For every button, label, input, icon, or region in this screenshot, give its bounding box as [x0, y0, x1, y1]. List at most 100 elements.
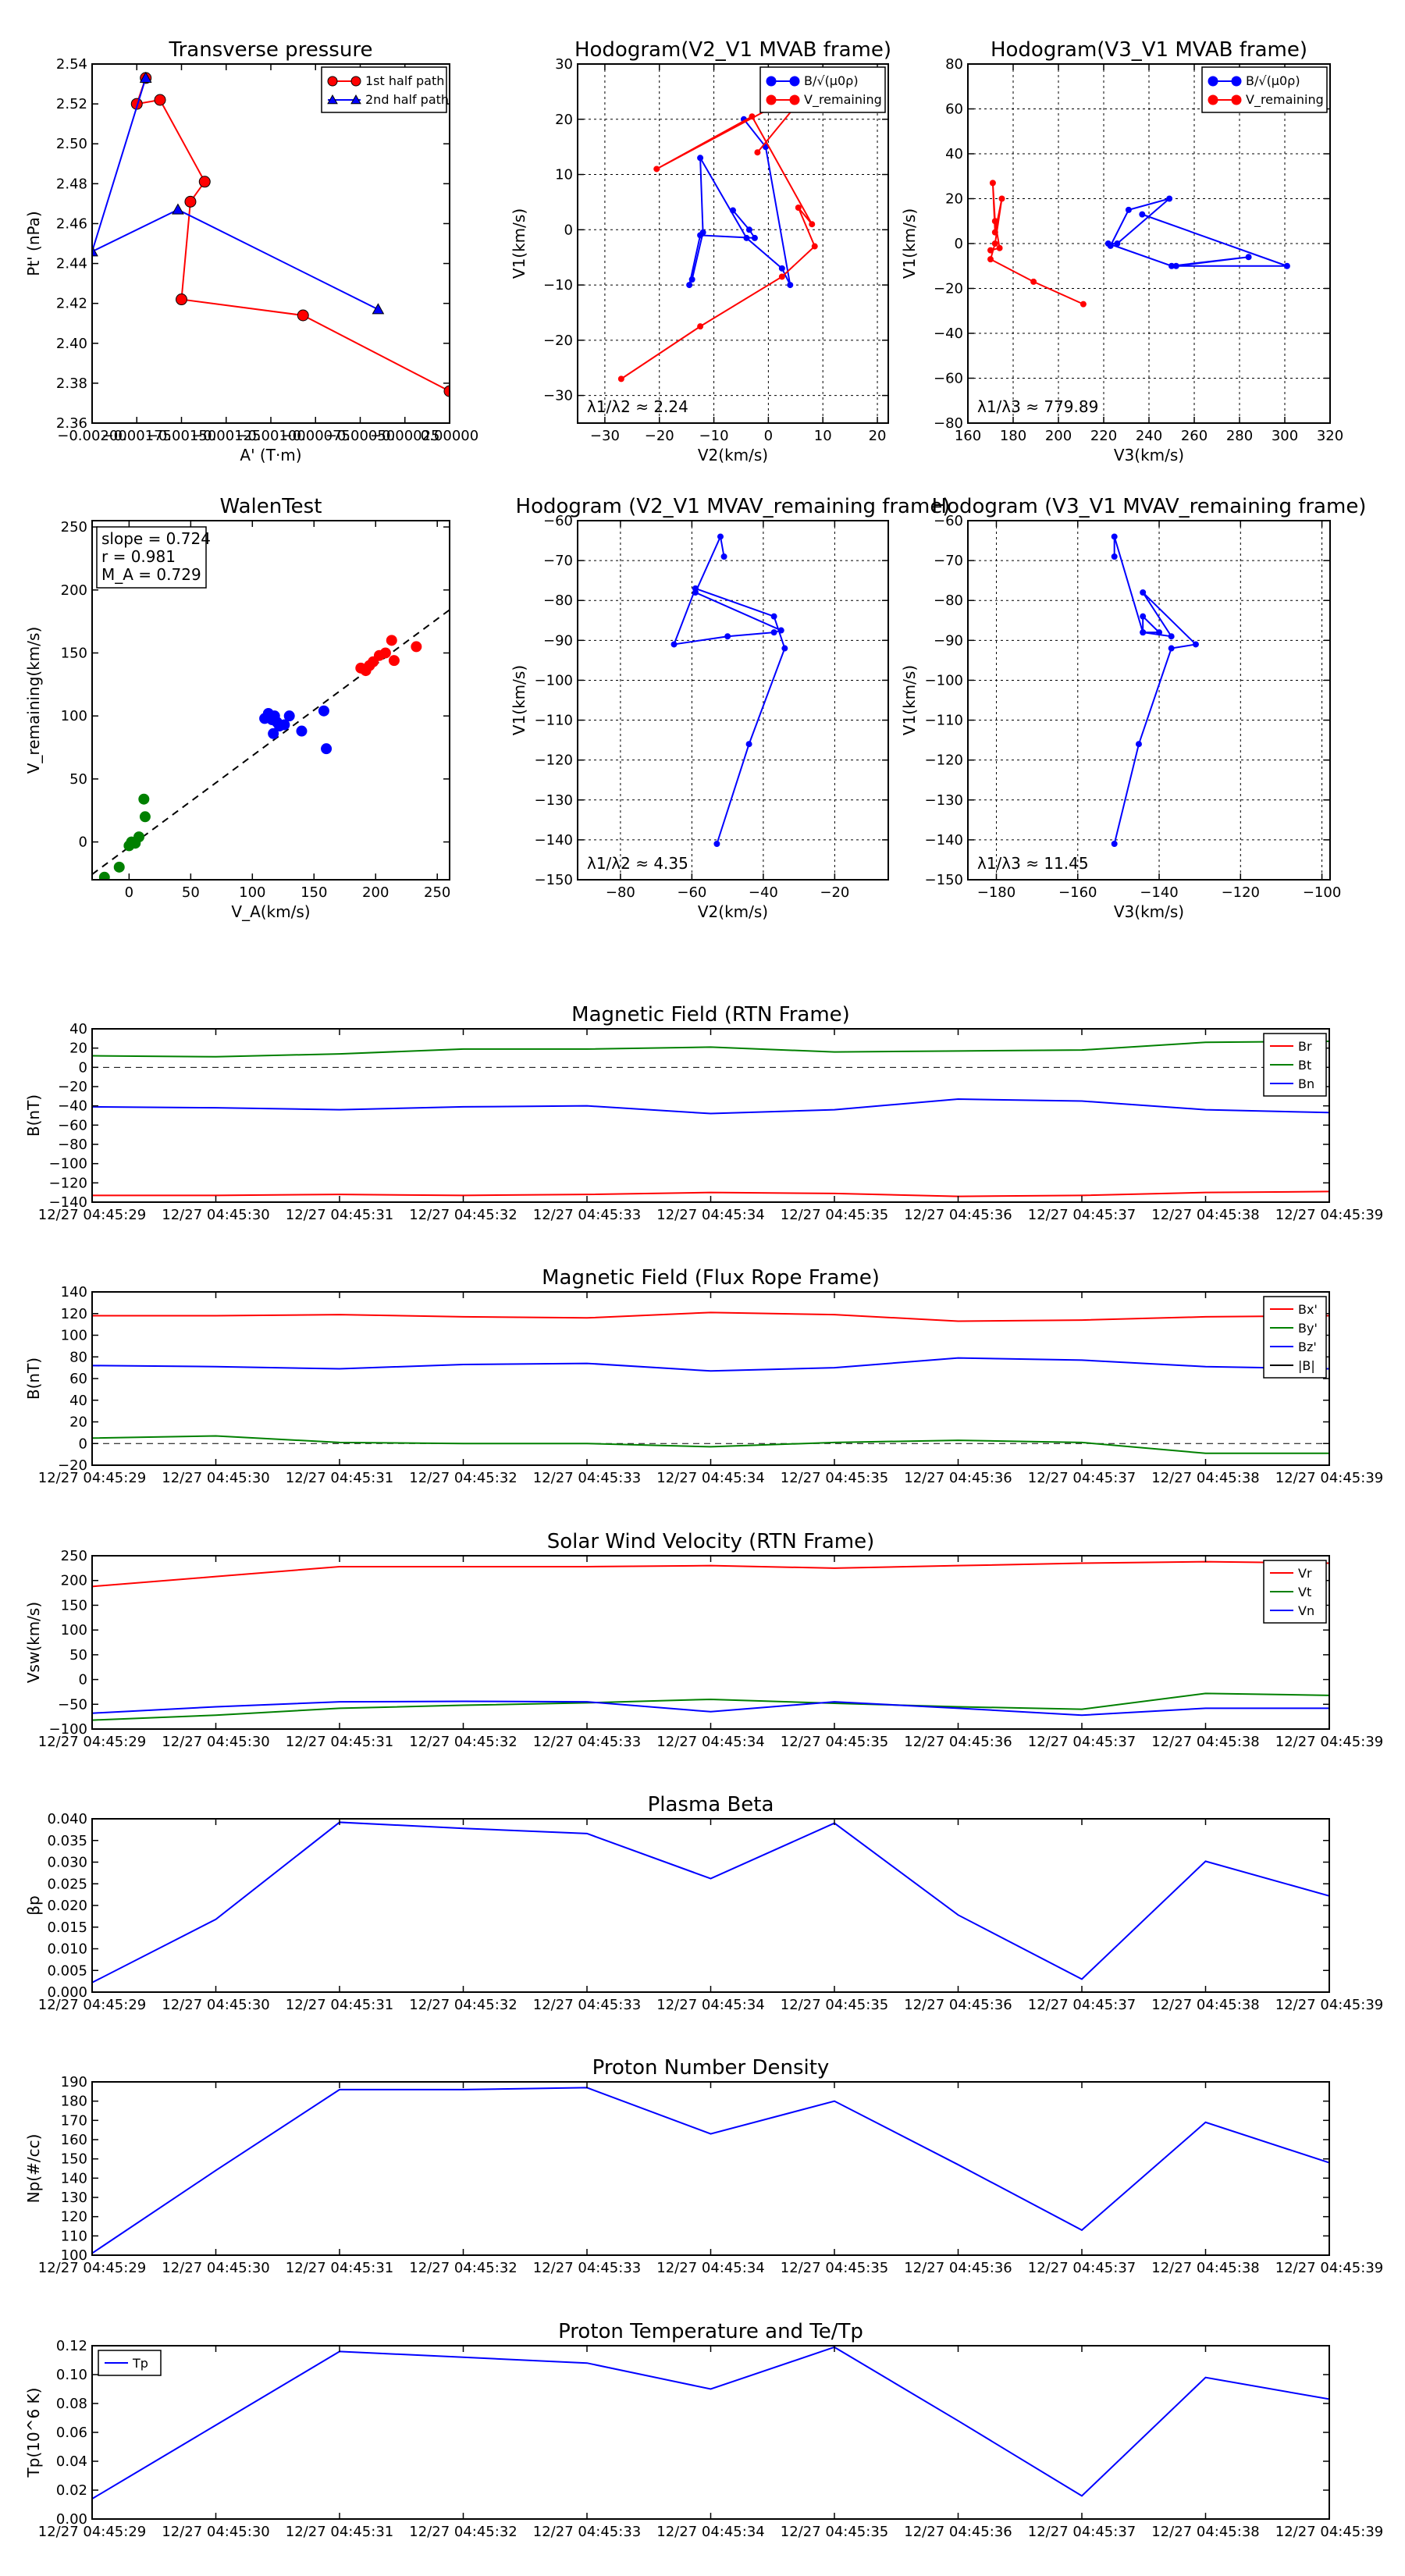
legend-marker — [327, 76, 338, 87]
y-axis-label: V1(km/s) — [900, 665, 919, 735]
data-point — [279, 719, 290, 731]
legend-marker — [1208, 76, 1218, 87]
time-tick-label: 12/27 04:45:30 — [162, 2524, 269, 2540]
time-tick-label: 12/27 04:45:37 — [1028, 2260, 1136, 2276]
time-tick-label: 12/27 04:45:32 — [409, 2260, 517, 2276]
y-tick-label: −60 — [934, 513, 963, 529]
y-tick-label: 0.06 — [56, 2425, 87, 2441]
x-tick-label: −60 — [677, 884, 706, 901]
y-tick-label: 50 — [69, 771, 87, 788]
x-tick-label: −140 — [1140, 884, 1178, 901]
series-line-1 — [989, 183, 1084, 305]
x-axis-label: V2(km/s) — [698, 446, 768, 464]
y-tick-label: 0.025 — [47, 1876, 87, 1892]
plot-marks — [987, 180, 1290, 308]
data-point — [138, 793, 150, 805]
y-tick-label: 160 — [61, 2132, 87, 2148]
time-tick-label: 12/27 04:45:33 — [533, 2260, 641, 2276]
data-point — [318, 705, 329, 717]
legend-label: Bt — [1298, 1058, 1311, 1073]
x-tick-label: −160 — [1058, 884, 1097, 901]
legend-marker — [350, 94, 361, 105]
data-point — [1283, 262, 1290, 269]
time-tick-label: 12/27 04:45:32 — [409, 1207, 517, 1223]
x-axis-label: V3(km/s) — [1114, 902, 1184, 921]
plot-area — [92, 1556, 1329, 1729]
y-tick-label: 40 — [945, 146, 963, 162]
time-tick-label: 12/27 04:45:38 — [1151, 2524, 1259, 2540]
data-point — [133, 831, 145, 843]
data-point — [1111, 841, 1118, 847]
time-tick-label: 12/27 04:45:32 — [409, 2524, 517, 2540]
y-tick-label: −10 — [543, 277, 573, 294]
series-line-0 — [92, 1311, 1329, 1322]
data-point — [1166, 195, 1173, 202]
y-tick-label: 0 — [564, 222, 573, 238]
series-line-0 — [92, 2087, 1329, 2254]
chart-title: Hodogram (V3_V1 MVAV_remaining frame) — [932, 495, 1367, 518]
data-point — [713, 841, 720, 847]
y-tick-label: 2.50 — [56, 136, 87, 152]
legend-label: Vr — [1298, 1566, 1312, 1581]
y-tick-label: 2.42 — [56, 296, 87, 312]
x-tick-label: 320 — [1317, 428, 1343, 444]
x-tick-label: −80 — [606, 884, 635, 901]
time-tick-label: 12/27 04:45:31 — [286, 1470, 393, 1486]
time-tick-label: 12/27 04:45:38 — [1151, 2260, 1259, 2276]
data-point — [1139, 211, 1146, 218]
y-tick-label: 0.035 — [47, 1833, 87, 1849]
data-point — [1111, 553, 1118, 560]
data-point — [1111, 533, 1118, 540]
y-tick-label: −50 — [58, 1696, 87, 1713]
data-point — [388, 655, 400, 667]
data-point — [781, 645, 788, 652]
legend-label: By' — [1298, 1321, 1318, 1336]
time-tick-label: 12/27 04:45:34 — [656, 2260, 764, 2276]
y-axis-label: B(nT) — [24, 1357, 43, 1400]
y-tick-label: 2.40 — [56, 336, 87, 352]
time-tick-label: 12/27 04:45:29 — [38, 1207, 146, 1223]
series-line-0 — [92, 2346, 1329, 2500]
y-tick-label: −110 — [535, 713, 573, 729]
data-point — [770, 629, 777, 636]
legend-label: 2nd half path — [365, 92, 449, 107]
plot-area — [92, 2082, 1329, 2255]
y-tick-label: 0.02 — [56, 2482, 87, 2499]
data-point — [991, 218, 998, 225]
y-tick-label: 40 — [69, 1021, 87, 1037]
x-tick-label: 20 — [869, 428, 887, 444]
data-point — [1125, 206, 1132, 213]
data-point — [989, 180, 996, 187]
plot-marks — [92, 2087, 1329, 2254]
y-tick-label: 0 — [955, 236, 963, 252]
y-tick-label: 0.08 — [56, 2396, 87, 2412]
y-tick-label: 2.36 — [56, 415, 87, 432]
series-line-2 — [92, 1357, 1329, 1372]
time-tick-label: 12/27 04:45:29 — [38, 2260, 146, 2276]
data-point — [139, 71, 152, 83]
time-tick-label: 12/27 04:45:30 — [162, 1997, 269, 2013]
time-tick-label: 12/27 04:45:29 — [38, 2524, 146, 2540]
chart-title: Solar Wind Velocity (RTN Frame) — [547, 1530, 874, 1553]
plot-frame — [577, 63, 889, 424]
x-axis-label: V3(km/s) — [1114, 446, 1184, 464]
data-point — [1140, 613, 1147, 620]
chart-title: Proton Number Density — [592, 2056, 830, 2080]
y-tick-label: −100 — [49, 1156, 87, 1172]
x-axis-label: V_A(km/s) — [231, 902, 310, 921]
series-line-2 — [92, 1098, 1329, 1115]
time-tick-label: 12/27 04:45:30 — [162, 2260, 269, 2276]
data-point — [283, 710, 295, 722]
data-point — [386, 635, 397, 646]
plot-marks — [617, 83, 818, 382]
chart-title: Hodogram(V2_V1 MVAB frame) — [574, 38, 891, 62]
legend-label: Tp — [132, 2356, 148, 2371]
plot-area — [92, 2346, 1329, 2519]
chart-title: Hodogram (V2_V1 MVAV_remaining frame) — [516, 495, 951, 518]
data-point — [778, 265, 785, 272]
plot-area — [578, 64, 888, 423]
y-tick-label: −60 — [58, 1117, 87, 1133]
x-tick-label: 280 — [1226, 428, 1253, 444]
x-tick-label: −0.00075 — [280, 428, 350, 444]
time-tick-label: 12/27 04:45:33 — [533, 1470, 641, 1486]
